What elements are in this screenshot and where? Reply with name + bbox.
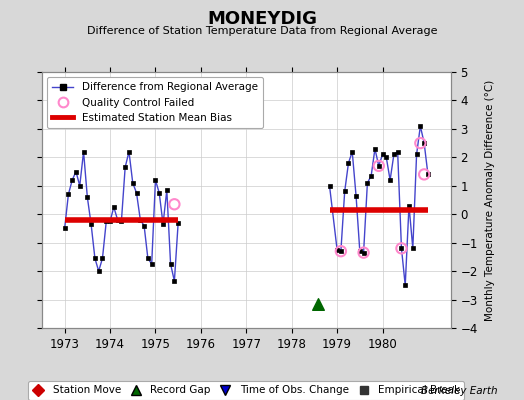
Point — [337, 248, 345, 254]
Text: MONEYDIG: MONEYDIG — [207, 10, 317, 28]
Legend: Station Move, Record Gap, Time of Obs. Change, Empirical Break: Station Move, Record Gap, Time of Obs. C… — [28, 381, 464, 400]
Point — [314, 301, 322, 307]
Text: Berkeley Earth: Berkeley Earth — [421, 386, 498, 396]
Point — [359, 250, 368, 256]
Point — [397, 245, 406, 252]
Point — [416, 140, 424, 146]
Text: Difference of Station Temperature Data from Regional Average: Difference of Station Temperature Data f… — [87, 26, 437, 36]
Point — [375, 163, 383, 169]
Point — [420, 171, 428, 178]
Y-axis label: Monthly Temperature Anomaly Difference (°C): Monthly Temperature Anomaly Difference (… — [485, 79, 495, 321]
Point — [170, 201, 179, 208]
